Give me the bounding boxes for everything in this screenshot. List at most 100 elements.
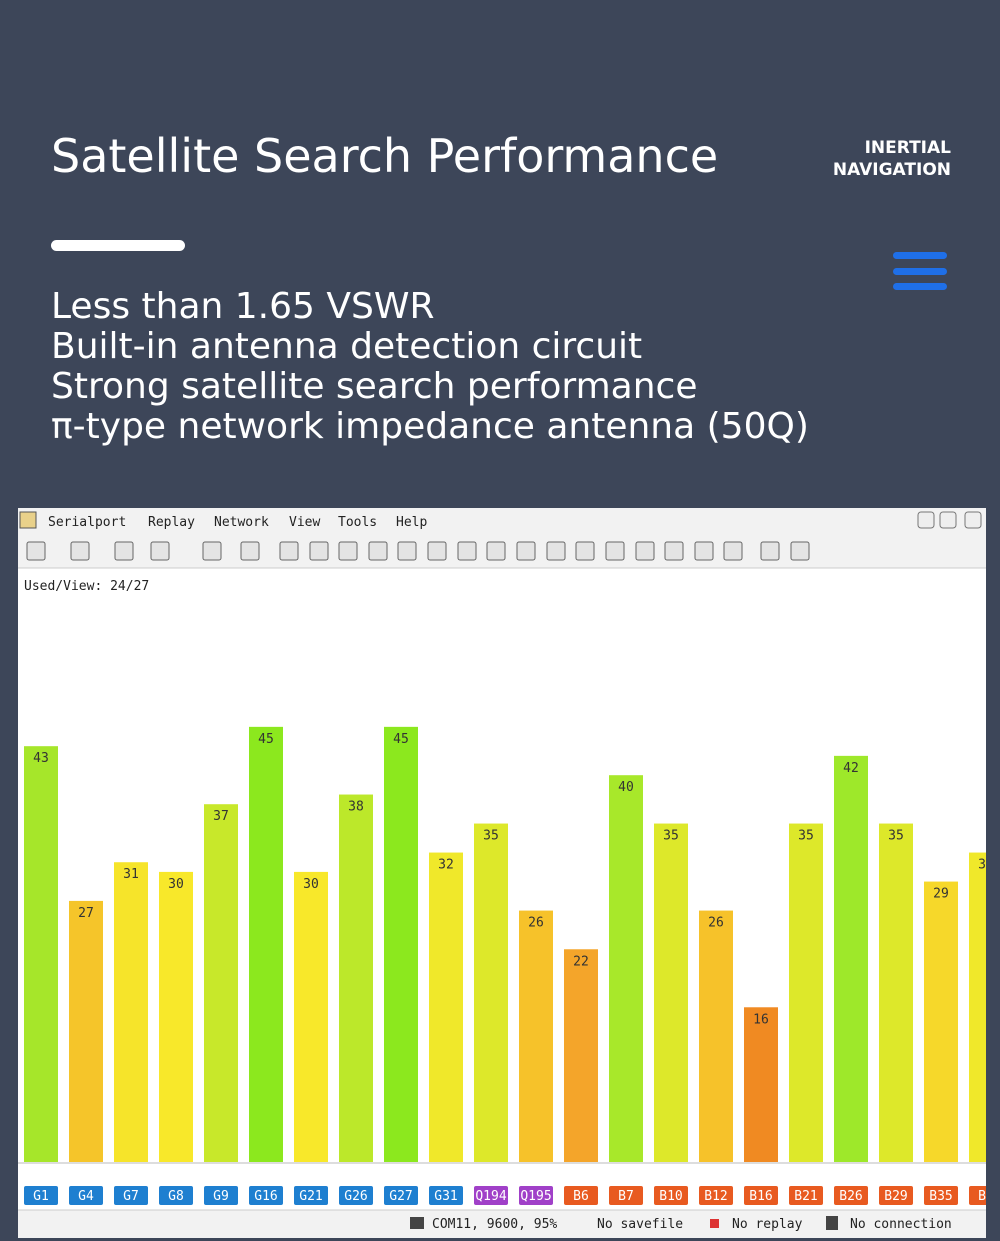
category-badge: [924, 1186, 958, 1205]
toolbar-button[interactable]: [279, 541, 299, 561]
toolbar-button[interactable]: [516, 541, 536, 561]
category-label: G1: [33, 1189, 49, 1204]
category-badge: [654, 1186, 688, 1205]
toolbar-button[interactable]: [575, 541, 595, 561]
feature: Built-in antenna detection circuit: [51, 326, 642, 367]
statusbar: [18, 1210, 986, 1238]
bar: [519, 910, 553, 1162]
bar: [204, 804, 238, 1162]
category-badge: [879, 1186, 913, 1205]
value-label: 26: [528, 916, 544, 931]
category-badge: [429, 1186, 463, 1205]
bar: [159, 871, 193, 1162]
window-buttons[interactable]: [917, 511, 982, 529]
value-label: 43: [33, 751, 49, 766]
divider: [51, 240, 185, 251]
value-label: 45: [393, 732, 409, 747]
feature: π-type network impedance antenna (50Q): [51, 406, 809, 447]
value-label: 29: [933, 887, 949, 902]
toolbar-button[interactable]: [605, 541, 625, 561]
toolbar-button[interactable]: [664, 541, 684, 561]
category-badge: [519, 1186, 553, 1205]
category-badge: [249, 1186, 283, 1205]
menu-item[interactable]: Help: [396, 515, 427, 530]
toolbar-button[interactable]: [240, 541, 260, 561]
toolbar-button[interactable]: [635, 541, 655, 561]
toolbar-button[interactable]: [368, 541, 388, 561]
category-label: B6: [573, 1189, 589, 1204]
toolbar-button[interactable]: [486, 541, 506, 561]
toolbar-button[interactable]: [202, 541, 222, 561]
category-badge: [474, 1186, 508, 1205]
category-label: B7: [618, 1189, 634, 1204]
menu-item[interactable]: Network: [214, 515, 269, 530]
toolbar-button[interactable]: [546, 541, 566, 561]
bar: [429, 852, 463, 1162]
toolbar-button[interactable]: [457, 541, 477, 561]
menu-item[interactable]: Tools: [338, 515, 377, 530]
bar: [969, 852, 986, 1162]
toolbar-button[interactable]: [26, 541, 46, 561]
menu-item[interactable]: View: [289, 515, 320, 530]
category-badge: [384, 1186, 418, 1205]
value-label: 30: [303, 877, 319, 892]
value-label: 35: [888, 829, 904, 844]
toolbar-button[interactable]: [723, 541, 743, 561]
category-badge: [159, 1186, 193, 1205]
toolbar-button[interactable]: [309, 541, 329, 561]
category-label: B26: [839, 1189, 862, 1204]
category-label: G31: [434, 1189, 457, 1204]
bar: [384, 726, 418, 1162]
status-text: No connection: [850, 1217, 952, 1232]
toolbar-button[interactable]: [427, 541, 447, 561]
bar: [564, 949, 598, 1162]
category-badge: [699, 1186, 733, 1205]
category-badge: [564, 1186, 598, 1205]
feature: Strong satellite search performance: [51, 366, 698, 407]
toolbar-button[interactable]: [150, 541, 170, 561]
toolbar-button[interactable]: [694, 541, 714, 561]
toolbar-button[interactable]: [397, 541, 417, 561]
bar: [249, 726, 283, 1162]
toolbar-button[interactable]: [760, 541, 780, 561]
menu-icon[interactable]: [893, 252, 947, 290]
status-icon: [826, 1216, 838, 1230]
app-window: Used/View: 24/27 COM11, 9600, 95% No sav…: [18, 508, 994, 1238]
bar: [879, 823, 913, 1162]
category-label: B29: [884, 1189, 907, 1204]
tag: INERTIAL: [865, 138, 952, 158]
category-label: G16: [254, 1189, 277, 1204]
toolbar-button[interactable]: [114, 541, 134, 561]
value-label: 30: [168, 877, 184, 892]
category-badge: [24, 1186, 58, 1205]
category-label: G27: [389, 1189, 412, 1204]
category-badge: [114, 1186, 148, 1205]
menu-item[interactable]: Serialport: [48, 515, 126, 530]
toolbar-button[interactable]: [70, 541, 90, 561]
toolbar-button[interactable]: [338, 541, 358, 561]
value-label: 35: [663, 829, 679, 844]
menubar: [18, 508, 986, 534]
category-label: B10: [659, 1189, 682, 1204]
bar: [654, 823, 688, 1162]
toolbar-button[interactable]: [790, 541, 810, 561]
category-label: B12: [704, 1189, 727, 1204]
category-badge: [294, 1186, 328, 1205]
category-label: Q195: [520, 1189, 551, 1204]
status-text: No replay: [732, 1217, 803, 1232]
value-label: 32: [438, 858, 454, 873]
category-badge: [744, 1186, 778, 1205]
value-label: 40: [618, 780, 634, 795]
category-badge: [834, 1186, 868, 1205]
menu-item[interactable]: Replay: [148, 515, 195, 530]
category-label: B35: [929, 1189, 952, 1204]
category-badge: [69, 1186, 103, 1205]
category-label: G26: [344, 1189, 367, 1204]
category-label: B3: [978, 1189, 994, 1204]
value-label: 22: [573, 954, 589, 969]
bar: [24, 746, 58, 1162]
category-label: G8: [168, 1189, 184, 1204]
status-icon: [710, 1219, 719, 1228]
value-label: 38: [348, 800, 364, 815]
